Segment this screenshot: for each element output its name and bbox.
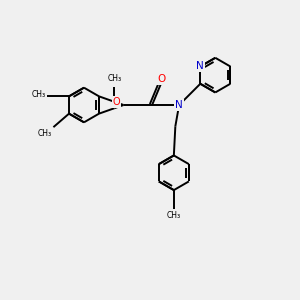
Text: CH₃: CH₃	[31, 90, 46, 99]
Text: CH₃: CH₃	[38, 129, 52, 138]
Text: O: O	[157, 74, 165, 84]
Text: CH₃: CH₃	[107, 74, 121, 83]
Text: O: O	[113, 97, 121, 107]
Text: CH₃: CH₃	[167, 211, 181, 220]
Text: N: N	[196, 61, 204, 71]
Text: N: N	[175, 100, 183, 110]
